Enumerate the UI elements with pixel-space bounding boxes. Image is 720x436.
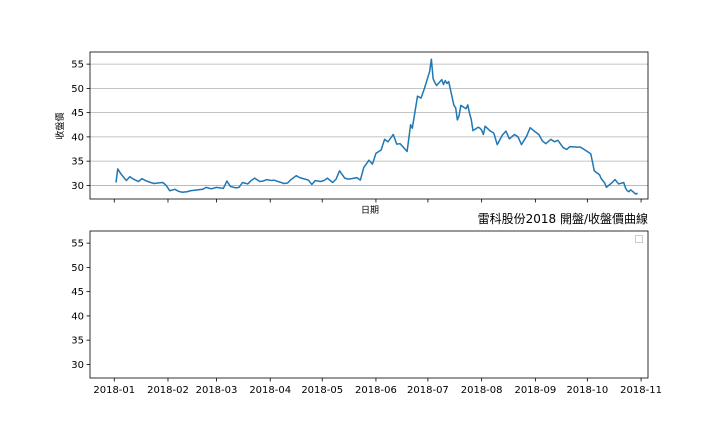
y-tick-label: 40 <box>71 311 84 322</box>
y-tick-label: 45 <box>71 287 84 298</box>
bottom-axes-frame <box>89 230 649 379</box>
top-x-ticks <box>113 199 642 203</box>
top-axes: 30 35 40 45 50 55 日期 收盤價 <box>54 51 649 216</box>
y-tick-label: 35 <box>71 336 84 347</box>
x-tick-label: 2018-07 <box>407 385 449 396</box>
x-tick-label: 2018-05 <box>301 385 343 396</box>
bottom-y-ticks: 30 35 40 45 50 55 <box>71 239 90 371</box>
x-tick-label: 2018-11 <box>620 385 662 396</box>
x-tick-label: 2018-04 <box>249 385 291 396</box>
top-gridlines <box>90 63 648 186</box>
y-tick-label: 35 <box>71 157 84 168</box>
x-tick-label: 2018-10 <box>566 385 608 396</box>
empty-legend-box <box>635 235 643 243</box>
x-tick-label: 2018-09 <box>514 385 556 396</box>
top-plot-area <box>90 52 648 199</box>
y-tick-label: 55 <box>71 239 84 250</box>
x-tick-label: 2018-03 <box>196 385 238 396</box>
y-tick-label: 30 <box>71 181 84 192</box>
top-x-axis-label: 日期 <box>361 205 379 216</box>
bottom-x-ticks: 2018-01 2018-02 2018-03 2018-04 2018-05 2018-… <box>93 378 662 396</box>
x-tick-label: 2018-01 <box>93 385 135 396</box>
top-y-axis-label: 收盤價 <box>54 112 66 139</box>
y-tick-label: 50 <box>71 263 84 274</box>
close-price-series-line <box>115 58 638 195</box>
y-tick-label: 45 <box>71 108 84 119</box>
x-tick-label: 2018-08 <box>461 385 503 396</box>
x-tick-label: 2018-02 <box>147 385 189 396</box>
y-tick-label: 30 <box>71 360 84 371</box>
y-tick-label: 40 <box>71 132 84 143</box>
top-y-ticks: 30 35 40 45 50 55 <box>71 60 90 192</box>
x-tick-label: 2018-06 <box>355 385 397 396</box>
y-tick-label: 50 <box>71 84 84 95</box>
bottom-chart-title: 雷科股份2018 開盤/收盤價曲線 <box>478 211 648 226</box>
top-axes-frame <box>89 51 649 200</box>
y-tick-label: 55 <box>71 60 84 71</box>
